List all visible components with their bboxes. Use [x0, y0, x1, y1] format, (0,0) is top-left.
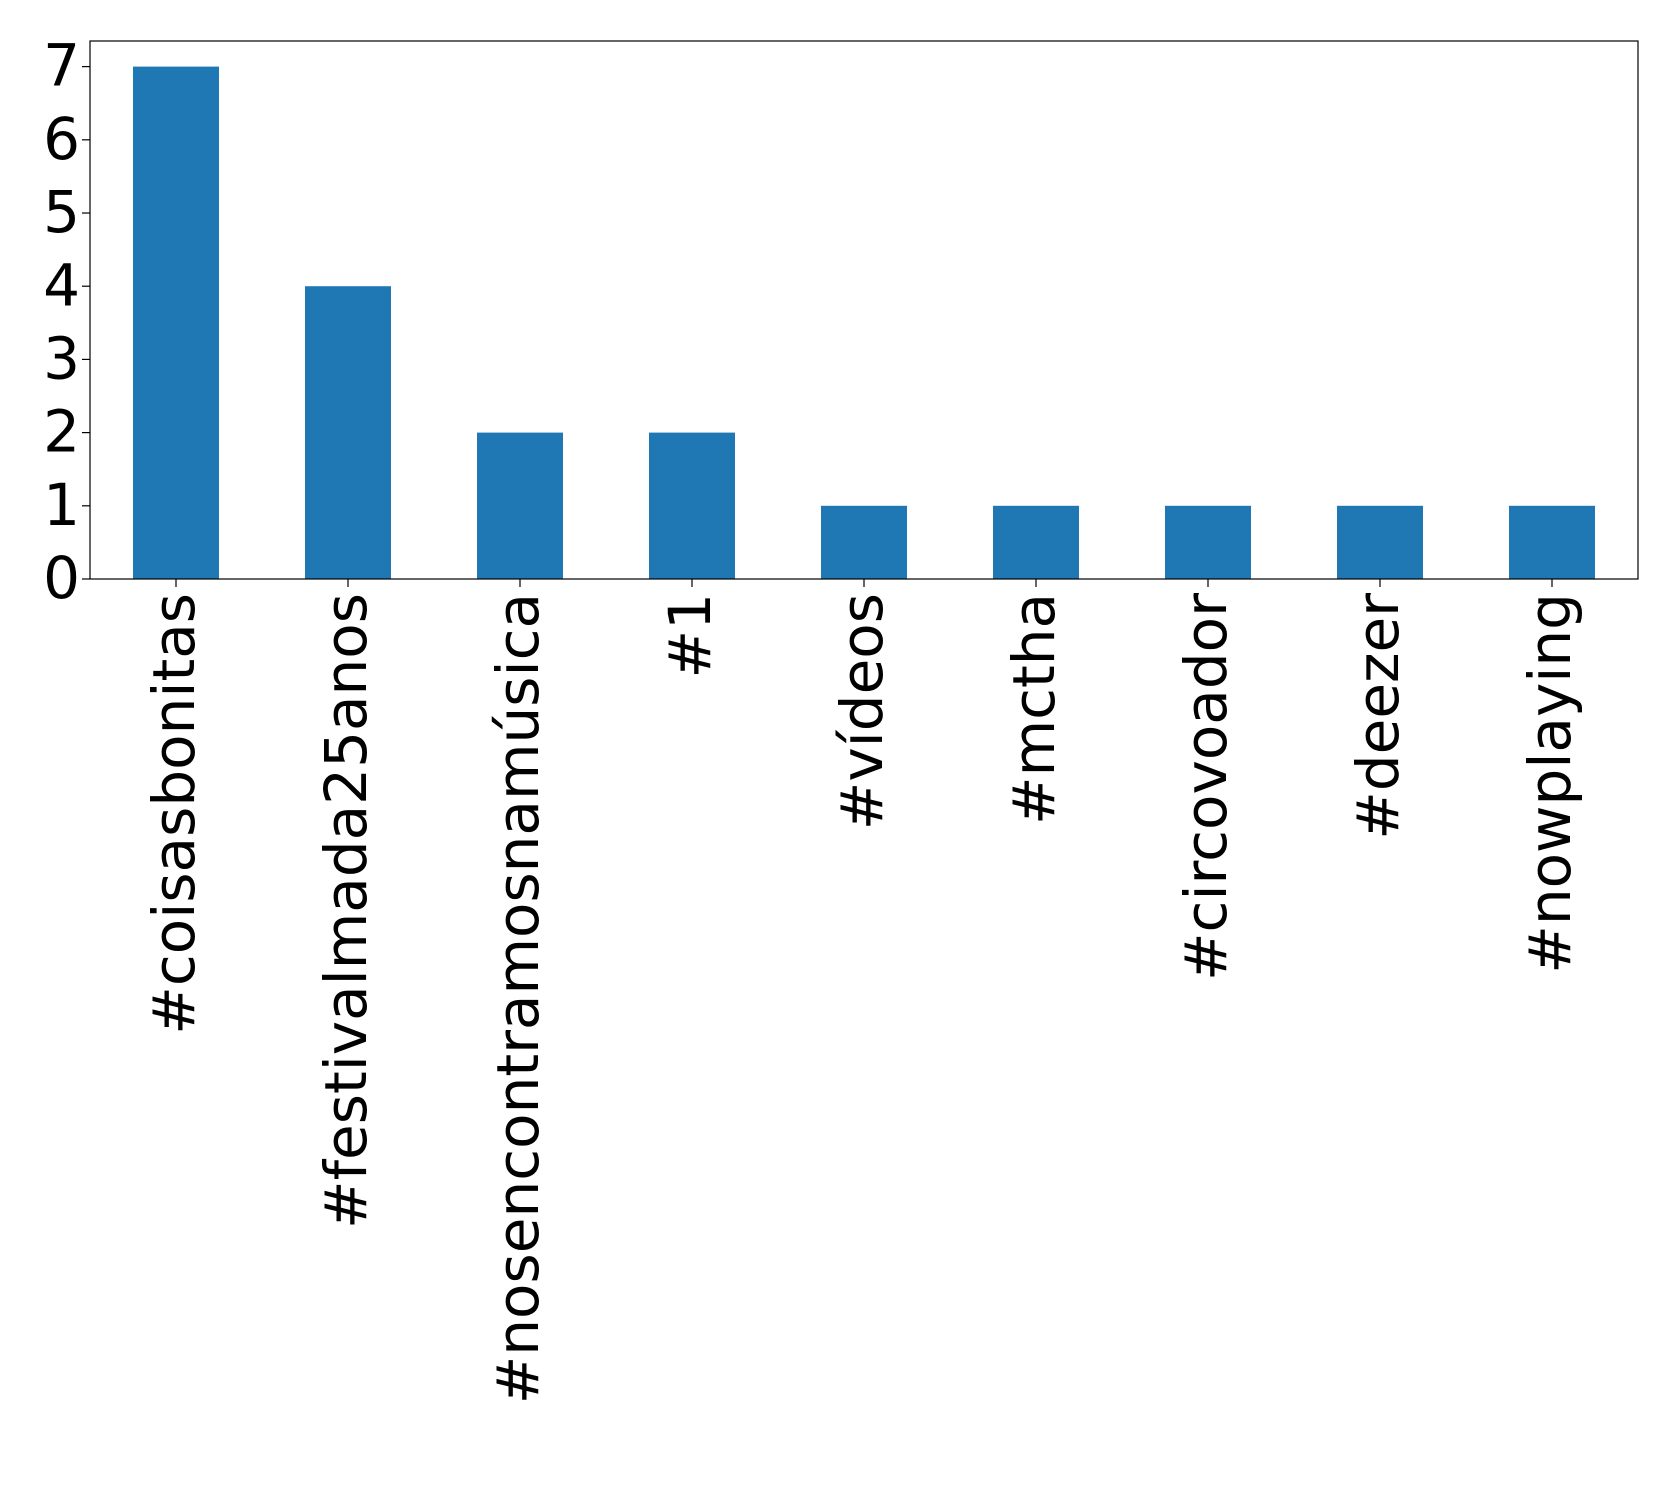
bar	[305, 286, 391, 579]
y-tick-label: 1	[43, 471, 80, 539]
y-tick-label: 7	[43, 32, 80, 100]
x-tick-label: #1	[656, 593, 724, 679]
x-tick-label: #coisasbonitas	[140, 593, 208, 1035]
y-tick-label: 4	[43, 251, 80, 319]
x-tick-label: #festivalmada25anos	[312, 593, 380, 1229]
bar	[821, 505, 907, 579]
bar	[993, 505, 1079, 579]
x-tick-label: #nowplaying	[1516, 593, 1584, 974]
bar	[1165, 505, 1251, 579]
bar	[477, 432, 563, 579]
y-tick-label: 5	[43, 178, 80, 246]
bar	[133, 66, 219, 580]
y-tick-label: 2	[43, 398, 80, 466]
y-tick-label: 0	[43, 544, 80, 612]
bar	[649, 432, 735, 579]
y-tick-label: 3	[43, 325, 80, 393]
x-tick-label: #circovoador	[1172, 593, 1240, 981]
bar	[1337, 505, 1423, 579]
x-tick-label: #nosencontramosnamúsica	[484, 593, 552, 1404]
axes-frame	[89, 40, 1639, 580]
bar	[1509, 505, 1595, 579]
x-tick-label: #mctha	[1000, 593, 1068, 825]
x-tick-label: #deezer	[1344, 593, 1412, 840]
x-tick-label: #vídeos	[828, 593, 896, 830]
y-tick-label: 6	[43, 105, 80, 173]
